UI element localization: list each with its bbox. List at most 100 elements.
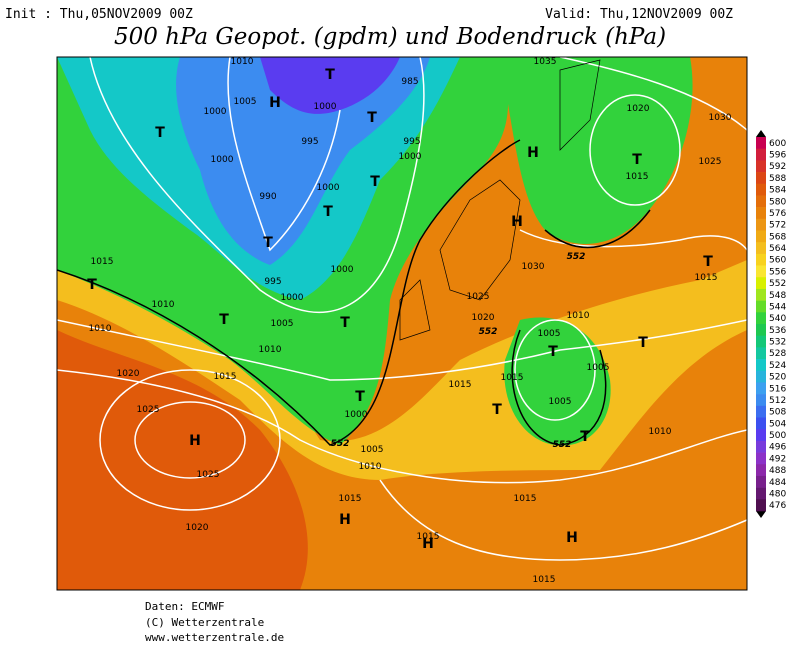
isobar-label: 1020	[186, 523, 209, 533]
isobar-label: 1015	[339, 494, 362, 504]
colorbar-label: 504	[769, 419, 786, 429]
isobar-label: 1010	[359, 462, 382, 472]
pressure-center: T	[340, 315, 350, 331]
isobars	[57, 57, 747, 561]
pressure-center: T	[580, 429, 590, 445]
colorbar-label: 488	[769, 466, 786, 476]
pressure-center: T	[263, 235, 273, 251]
colorbar-label: 560	[769, 256, 786, 266]
isobar-label: 1000	[345, 410, 368, 420]
colorbar-label: 556	[769, 267, 786, 277]
isobar-label: 1005	[234, 97, 257, 107]
field-warm	[57, 330, 308, 590]
pressure-center: H	[339, 512, 351, 528]
pressure-center: T	[325, 67, 335, 83]
colorbar-label: 596	[769, 151, 786, 161]
contour-label: 552	[331, 439, 350, 449]
colorbar-swatch	[756, 405, 766, 418]
isobar-label: 1000	[314, 102, 337, 112]
map-frame	[56, 56, 748, 591]
colorbar-swatch	[756, 394, 766, 407]
isobar-label: 1005	[587, 363, 610, 373]
colorbar-label: 588	[769, 174, 786, 184]
colorbar-label: 564	[769, 244, 786, 254]
isobar-label: 1020	[472, 313, 495, 323]
isobar-label: 995	[301, 137, 318, 147]
colorbar-swatch	[756, 230, 766, 243]
isobar-label: 1005	[271, 319, 294, 329]
valid-time: Valid: Thu,12NOV2009 00Z	[545, 7, 733, 22]
colorbar-label: 592	[769, 162, 786, 172]
pressure-center: H	[511, 214, 523, 230]
colorbar-label: 520	[769, 373, 786, 383]
colorbar-swatch	[756, 499, 766, 512]
field-green-ne	[500, 57, 693, 244]
contour-label: 552	[567, 252, 586, 262]
colorbar-label: 528	[769, 349, 786, 359]
footer-line: Daten: ECMWF	[145, 600, 224, 613]
pressure-center: H	[566, 530, 578, 546]
isobar-label: 1010	[259, 345, 282, 355]
pressure-center: T	[492, 402, 502, 418]
pressure-center: T	[367, 110, 377, 126]
map-field	[57, 57, 747, 590]
colorbar-swatch	[756, 370, 766, 383]
isobar-label: 1000	[331, 265, 354, 275]
coastlines	[399, 59, 601, 341]
isobar-label: 995	[403, 137, 420, 147]
colorbar-swatch	[756, 218, 766, 231]
contour-label: 552	[479, 327, 498, 337]
isobar-label: 1030	[522, 262, 545, 272]
colorbar-swatch	[756, 137, 766, 149]
colorbar-label: 552	[769, 279, 786, 289]
isobar-label: 1015	[514, 494, 537, 504]
isobar-label: 1025	[197, 470, 220, 480]
isobar-label: 1000	[211, 155, 234, 165]
isobar-label: 1025	[699, 157, 722, 167]
isobar-label: 985	[401, 77, 418, 87]
colorbar-label: 572	[769, 221, 786, 231]
colorbar-swatch	[756, 242, 766, 255]
colorbar-label: 540	[769, 314, 786, 324]
isobar-label: 1010	[567, 311, 590, 321]
footer-line: www.wetterzentrale.de	[145, 631, 284, 644]
colorbar-swatch	[756, 475, 766, 488]
colorbar-swatch	[756, 277, 766, 290]
colorbar-swatch	[756, 324, 766, 336]
pressure-center: T	[638, 335, 648, 351]
isobar-label: 990	[259, 192, 276, 202]
isobar-label: 1035	[534, 57, 557, 67]
isobar-label: 1030	[709, 113, 732, 123]
field-blue	[176, 57, 430, 265]
colorbar-swatch	[756, 195, 766, 208]
colorbar-label: 548	[769, 291, 786, 301]
colorbar-swatch	[756, 183, 766, 196]
colorbar-label: 576	[769, 209, 786, 219]
map-title: 500 hPa Geopot. (gpdm) und Bodendruck (h…	[114, 24, 666, 50]
colorbar-swatch	[756, 253, 766, 266]
colorbar-label: 484	[769, 478, 786, 488]
isobar-label: 1015	[91, 257, 114, 267]
init-time: Init : Thu,05NOV2009 00Z	[5, 7, 193, 22]
isobar-label: 1015	[214, 372, 237, 382]
isobar-label: 1015	[626, 172, 649, 182]
colorbar-swatch	[756, 417, 766, 430]
colorbar-label: 500	[769, 431, 786, 441]
pressure-center: H	[422, 536, 434, 552]
colorbar-swatch	[756, 440, 766, 453]
isobar-label: 1005	[361, 445, 384, 455]
colorbar-swatch	[756, 207, 766, 220]
colorbar-swatch	[756, 288, 766, 301]
isobar-label: 1005	[538, 329, 561, 339]
colorbar-swatch	[756, 487, 766, 500]
colorbar-label: 512	[769, 396, 786, 406]
colorbar-label: 584	[769, 186, 786, 196]
contour-552	[57, 139, 651, 446]
pressure-center: H	[189, 433, 201, 449]
colorbar-swatch	[756, 160, 766, 173]
colorbar-label: 600	[769, 139, 786, 149]
pressure-center: T	[323, 204, 333, 220]
contour-label: 552	[553, 440, 572, 450]
isobar-label: 1025	[137, 405, 160, 415]
isobar-label: 1010	[152, 300, 175, 310]
